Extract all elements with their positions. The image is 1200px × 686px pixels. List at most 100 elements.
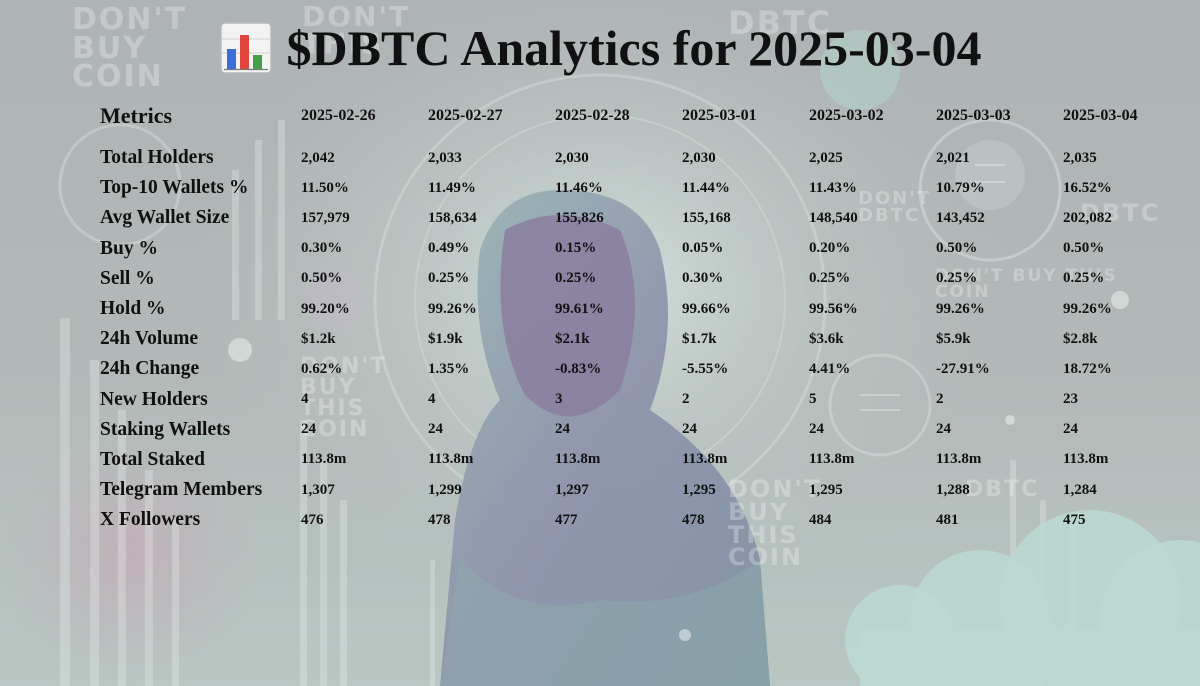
metric-value: 99.61% [555, 300, 604, 317]
metric-value: 113.8m [1063, 451, 1109, 468]
metric-value: $3.6k [809, 330, 844, 347]
metric-value: 0.62% [301, 360, 343, 377]
metric-value: 476 [301, 511, 324, 528]
metric-value: 2 [682, 391, 690, 408]
metric-value: $1.7k [682, 330, 717, 347]
table-row: Avg Wallet Size 157,979 158,634 155,826 155,… [100, 203, 1190, 233]
metric-value: 2,042 [301, 149, 335, 166]
metric-value: 0.25% [936, 270, 978, 287]
metric-value: 4.41% [809, 360, 851, 377]
metric-value: 202,082 [1063, 209, 1112, 226]
metric-value: 0.30% [682, 270, 724, 287]
metric-value: 155,826 [555, 209, 604, 226]
metric-value: 0.20% [809, 240, 851, 257]
table-row: Total Holders 2,042 2,033 2,030 2,030 2,025 2,… [100, 143, 1190, 173]
table-row: 24h Volume $1.2k $1.9k $2.1k $1.7k $3.6k $5.9k… [100, 324, 1190, 354]
metric-label: Total Holders [100, 147, 214, 169]
metric-value: 11.44% [682, 179, 730, 196]
metric-value: 113.8m [936, 451, 982, 468]
metric-value: 0.30% [301, 240, 343, 257]
metric-value: 24 [809, 421, 824, 438]
metric-value: 99.56% [809, 300, 858, 317]
date-column-header: 2025-02-26 [301, 107, 376, 124]
bg-watermark-5: DBTC [1080, 199, 1161, 227]
metric-value: 143,452 [936, 209, 985, 226]
metric-value: 24 [682, 421, 697, 438]
bar-chart-icon [219, 21, 273, 75]
page-title: $DBTC Analytics for 2025-03-04 [0, 12, 1200, 94]
metric-label: Buy % [100, 237, 158, 259]
bg-watermark-9: DBTC [965, 477, 1040, 502]
metric-value: 157,979 [301, 209, 350, 226]
metric-value: 0.25% [809, 270, 851, 287]
metric-value: 155,168 [682, 209, 731, 226]
bg-watermark-4: DON'T DBTC [858, 188, 932, 227]
metric-value: 158,634 [428, 209, 477, 226]
metric-value: 16.52% [1063, 179, 1112, 196]
metric-value: 24 [555, 421, 570, 438]
metric-value: 99.20% [301, 300, 350, 317]
metric-value: 0.25% [428, 270, 470, 287]
metric-value: 3 [555, 391, 563, 408]
metric-value: -5.55% [682, 360, 729, 377]
metric-value: -0.83% [555, 360, 602, 377]
metric-label: Staking Wallets [100, 418, 231, 440]
table-row: Top-10 Wallets % 11.50% 11.49% 11.46% 11.44%… [100, 173, 1190, 203]
metric-value: 1,307 [301, 481, 335, 498]
date-column-header: 2025-03-04 [1063, 107, 1138, 124]
metric-value: 0.50% [1063, 240, 1105, 257]
metric-value: 11.50% [301, 179, 349, 196]
metric-label: 24h Change [100, 358, 200, 380]
date-column-header: 2025-03-03 [936, 107, 1011, 124]
metric-value: 1.35% [428, 360, 470, 377]
metric-value: 4 [428, 391, 436, 408]
metric-label: Hold % [100, 298, 166, 320]
metric-value: 1,295 [809, 481, 843, 498]
bg-watermark-6: DON'T BUY THIS COIN [935, 266, 1118, 303]
table-row: X Followers 476 478 477 478 484 481 475 [100, 505, 1190, 535]
metric-value: 1,297 [555, 481, 589, 498]
metric-value: 99.26% [1063, 300, 1112, 317]
metric-value: 2,033 [428, 149, 462, 166]
date-column-header: 2025-02-27 [428, 107, 503, 124]
table-row: Staking Wallets 24 24 24 24 24 24 24 [100, 415, 1190, 445]
bg-watermark-7: DON'T BUY THIS COIN [300, 354, 388, 442]
page-title-text: $DBTC Analytics for 2025-03-04 [286, 20, 982, 76]
metric-value: 1,288 [936, 481, 970, 498]
metric-value: $1.2k [301, 330, 336, 347]
metric-value: 0.50% [936, 240, 978, 257]
metric-value: 481 [936, 511, 959, 528]
metric-value: $2.8k [1063, 330, 1098, 347]
metric-label: Total Staked [100, 448, 205, 470]
metric-value: 477 [555, 511, 578, 528]
metric-value: 0.49% [428, 240, 470, 257]
metric-value: 148,540 [809, 209, 858, 226]
metric-value: -27.91% [936, 360, 990, 377]
metric-value: 24 [428, 421, 443, 438]
table-row: Sell % 0.50% 0.25% 0.25% 0.30% 0.25% 0.25% 0.25… [100, 264, 1190, 294]
table-row: Buy % 0.30% 0.49% 0.15% 0.05% 0.20% 0.50% 0.50% [100, 234, 1190, 264]
table-row: 24h Change 0.62% 1.35% -0.83% -5.55% 4.41% -27… [100, 354, 1190, 384]
metric-value: 113.8m [809, 451, 855, 468]
metric-value: 24 [936, 421, 951, 438]
metric-value: $5.9k [936, 330, 971, 347]
metric-value: 0.50% [301, 270, 343, 287]
metrics-table: Metrics 2025-02-26 2025-02-27 2025-02-28… [100, 99, 1190, 535]
metric-value: 11.43% [809, 179, 857, 196]
date-column-header: 2025-02-28 [555, 107, 630, 124]
metric-label: Top-10 Wallets % [100, 177, 249, 199]
metric-value: 478 [682, 511, 705, 528]
metric-value: 475 [1063, 511, 1086, 528]
metric-value: 23 [1063, 391, 1078, 408]
metric-value: 99.26% [936, 300, 985, 317]
metric-value: 1,299 [428, 481, 462, 498]
metric-value: 0.15% [555, 240, 597, 257]
metric-value: 2,035 [1063, 149, 1097, 166]
table-row: New Holders 4 4 3 2 5 2 23 [100, 385, 1190, 415]
metric-value: 99.66% [682, 300, 731, 317]
metric-value: $2.1k [555, 330, 590, 347]
bg-watermark-8: DON'T BUY THIS COIN [728, 475, 823, 572]
metric-value: 24 [1063, 421, 1078, 438]
